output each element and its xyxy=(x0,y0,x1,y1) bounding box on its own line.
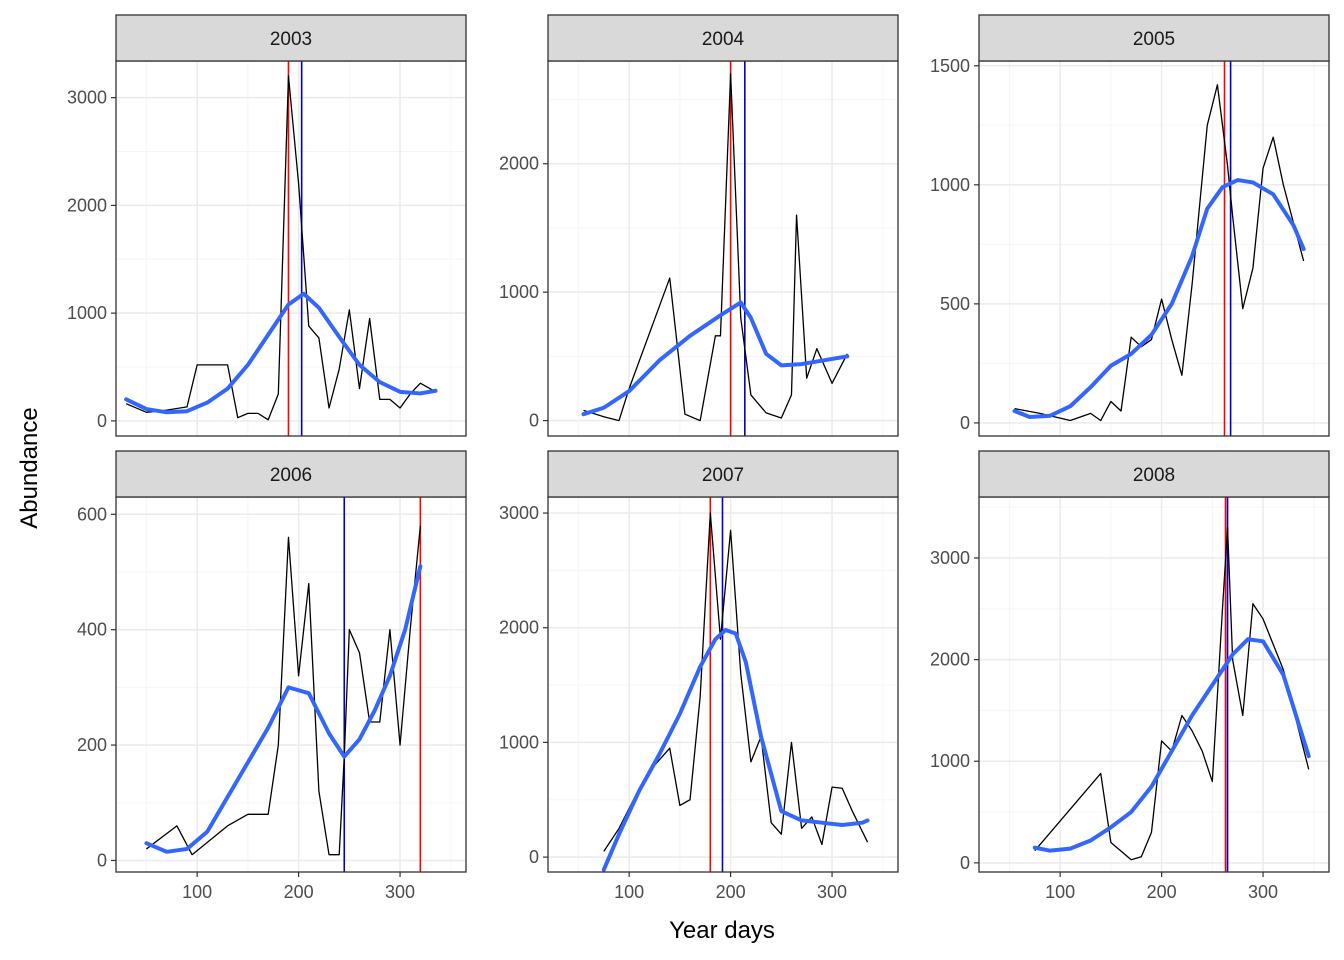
panel-2004: 2004 0 1000 2000 xyxy=(499,14,899,437)
y-tick-label: 600 xyxy=(77,504,107,524)
x-tick-label: 200 xyxy=(716,882,746,902)
facet-label: 2004 xyxy=(702,29,745,50)
smooth-line xyxy=(1012,178,1306,419)
facet-strip xyxy=(978,450,1330,498)
smooth-line xyxy=(581,300,850,417)
y-tick-label: 2000 xyxy=(67,195,107,215)
panel-2005: 2005 0 500 1000 1500 xyxy=(930,14,1330,437)
smooth-line xyxy=(601,628,870,872)
panel-2008: 2008 0 1000 2000 3000 100 200 300 xyxy=(930,450,1330,902)
y-tick-label: 400 xyxy=(77,620,107,640)
facet-label: 2007 xyxy=(702,465,744,486)
panel-background xyxy=(979,61,1329,436)
smooth-line xyxy=(144,564,423,854)
x-tick-label: 300 xyxy=(1248,882,1278,902)
facet-strip xyxy=(978,14,1330,62)
x-tick-label: 100 xyxy=(182,882,212,902)
facet-strip xyxy=(115,450,467,498)
y-tick-label: 2000 xyxy=(499,618,539,638)
facet-label: 2005 xyxy=(1133,29,1175,50)
y-tick-label: 1500 xyxy=(930,56,970,76)
panel-background xyxy=(116,61,466,436)
panel-2007: 2007 0 1000 2000 3000 100 200 300 xyxy=(499,450,899,902)
y-axis-title: Abundance xyxy=(16,407,43,528)
y-tick-label: 0 xyxy=(960,853,970,873)
smooth-line xyxy=(124,291,438,415)
y-tick-label: 1000 xyxy=(499,732,539,752)
y-tick-label: 2000 xyxy=(930,650,970,670)
x-tick-label: 100 xyxy=(1045,882,1075,902)
y-tick-label: 0 xyxy=(529,411,539,431)
smooth-line xyxy=(1032,637,1311,853)
x-axis-title: Year days xyxy=(669,917,775,944)
y-tick-label: 0 xyxy=(97,411,107,431)
y-tick-label: 1000 xyxy=(67,303,107,323)
panel-background xyxy=(548,61,898,436)
y-tick-label: 3000 xyxy=(67,88,107,108)
panel-background xyxy=(116,497,466,872)
facet-label: 2006 xyxy=(270,465,312,486)
observed-line xyxy=(146,525,421,856)
y-tick-label: 1000 xyxy=(499,282,539,302)
panel-2003: 2003 0 1000 2000 3000 xyxy=(67,14,467,437)
x-tick-label: 300 xyxy=(817,882,847,902)
x-tick-label: 100 xyxy=(614,882,644,902)
facet-strip xyxy=(547,450,899,498)
y-tick-label: 0 xyxy=(529,847,539,867)
y-tick-label: 1000 xyxy=(930,175,970,195)
observed-line xyxy=(1014,84,1305,422)
observed-line xyxy=(583,73,848,422)
y-tick-label: 3000 xyxy=(930,548,970,568)
y-tick-label: 0 xyxy=(960,413,970,433)
observed-line xyxy=(125,75,436,421)
panel-2006: 2006 0 200 400 600 100 200 300 xyxy=(77,450,467,902)
y-tick-label: 3000 xyxy=(499,503,539,523)
x-tick-label: 200 xyxy=(1147,882,1177,902)
x-tick-label: 200 xyxy=(284,882,314,902)
y-tick-label: 1000 xyxy=(930,751,970,771)
y-tick-label: 200 xyxy=(77,735,107,755)
x-tick-label: 300 xyxy=(385,882,415,902)
facet-strip xyxy=(547,14,899,62)
facet-strip xyxy=(115,14,467,62)
observed-line xyxy=(1034,526,1310,861)
y-tick-label: 0 xyxy=(97,850,107,870)
facet-label: 2003 xyxy=(270,29,312,50)
y-tick-label: 500 xyxy=(940,294,970,314)
panel-background xyxy=(979,497,1329,872)
facet-label: 2008 xyxy=(1133,465,1175,486)
y-tick-label: 2000 xyxy=(499,154,539,174)
observed-line xyxy=(603,512,869,852)
